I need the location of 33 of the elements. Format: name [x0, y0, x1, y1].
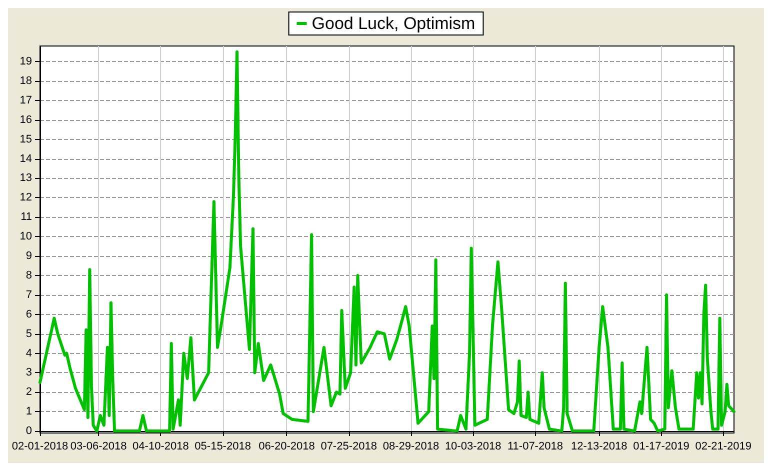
y-tick-label: 13 — [20, 172, 32, 184]
x-tick-label: 07-25-2018 — [320, 440, 377, 452]
x-tick-label: 03-06-2018 — [70, 440, 127, 452]
y-tick-label: 8 — [26, 269, 32, 282]
x-tick-label: 11-07-2018 — [507, 440, 563, 452]
x-tick-label: 06-20-2018 — [258, 440, 315, 452]
y-tick-label: 2 — [26, 386, 32, 398]
y-tick-label: 16 — [20, 114, 32, 126]
y-tick-label: 12 — [20, 192, 32, 204]
y-tick-label: 11 — [20, 211, 32, 224]
y-tick-label: 5 — [26, 328, 32, 340]
x-tick-label: 08-29-2018 — [382, 440, 440, 452]
y-tick-label: 0 — [26, 425, 32, 438]
y-tick-label: 7 — [26, 288, 32, 301]
y-tick-label: 15 — [20, 133, 32, 146]
x-tick-label: 05-15-2018 — [194, 440, 251, 452]
y-tick-label: 19 — [20, 56, 32, 68]
legend-label: Good Luck, Optimism — [312, 14, 476, 33]
y-tick-label: 3 — [26, 366, 32, 379]
x-tick-label: 01-17-2019 — [633, 440, 690, 452]
y-tick-label: 6 — [26, 308, 32, 320]
x-tick-label: 02-21-2019 — [695, 440, 752, 452]
y-tick-label: 4 — [26, 347, 32, 360]
y-tick-label: 9 — [26, 250, 32, 262]
x-tick-label: 02-01-2018 — [12, 440, 68, 452]
y-tick-label: 1 — [26, 406, 32, 418]
x-tick-label: 12-13-2018 — [570, 440, 628, 452]
y-tick-label: 17 — [20, 94, 32, 106]
x-tick-label: 10-03-2018 — [444, 440, 502, 452]
y-tick-label: 10 — [20, 230, 32, 243]
x-tick-label: 04-10-2018 — [132, 440, 189, 452]
y-tick-label: 14 — [20, 152, 32, 165]
y-tick-label: 18 — [20, 75, 32, 88]
